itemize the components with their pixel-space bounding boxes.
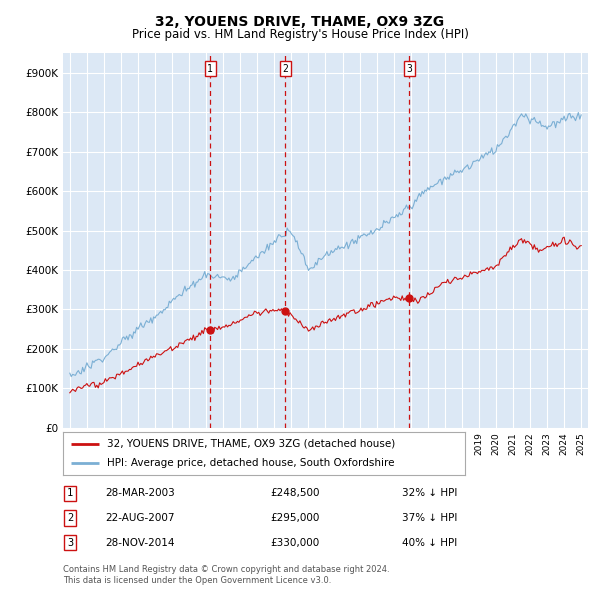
Text: 3: 3: [406, 64, 412, 74]
Text: 1: 1: [208, 64, 213, 74]
Text: 28-MAR-2003: 28-MAR-2003: [105, 489, 175, 498]
Text: £248,500: £248,500: [270, 489, 320, 498]
Text: 28-NOV-2014: 28-NOV-2014: [105, 538, 175, 548]
Text: This data is licensed under the Open Government Licence v3.0.: This data is licensed under the Open Gov…: [63, 576, 331, 585]
Text: Contains HM Land Registry data © Crown copyright and database right 2024.: Contains HM Land Registry data © Crown c…: [63, 565, 389, 574]
Text: 3: 3: [67, 538, 73, 548]
Text: 2: 2: [283, 64, 288, 74]
Text: 32, YOUENS DRIVE, THAME, OX9 3ZG (detached house): 32, YOUENS DRIVE, THAME, OX9 3ZG (detach…: [107, 439, 395, 449]
Text: HPI: Average price, detached house, South Oxfordshire: HPI: Average price, detached house, Sout…: [107, 458, 395, 468]
Text: 32% ↓ HPI: 32% ↓ HPI: [402, 489, 457, 498]
Text: Price paid vs. HM Land Registry's House Price Index (HPI): Price paid vs. HM Land Registry's House …: [131, 28, 469, 41]
Text: £295,000: £295,000: [270, 513, 319, 523]
Text: 37% ↓ HPI: 37% ↓ HPI: [402, 513, 457, 523]
Text: £330,000: £330,000: [270, 538, 319, 548]
Text: 22-AUG-2007: 22-AUG-2007: [105, 513, 175, 523]
Text: 32, YOUENS DRIVE, THAME, OX9 3ZG: 32, YOUENS DRIVE, THAME, OX9 3ZG: [155, 15, 445, 30]
Text: 40% ↓ HPI: 40% ↓ HPI: [402, 538, 457, 548]
Text: 2: 2: [67, 513, 73, 523]
Text: 1: 1: [67, 489, 73, 498]
